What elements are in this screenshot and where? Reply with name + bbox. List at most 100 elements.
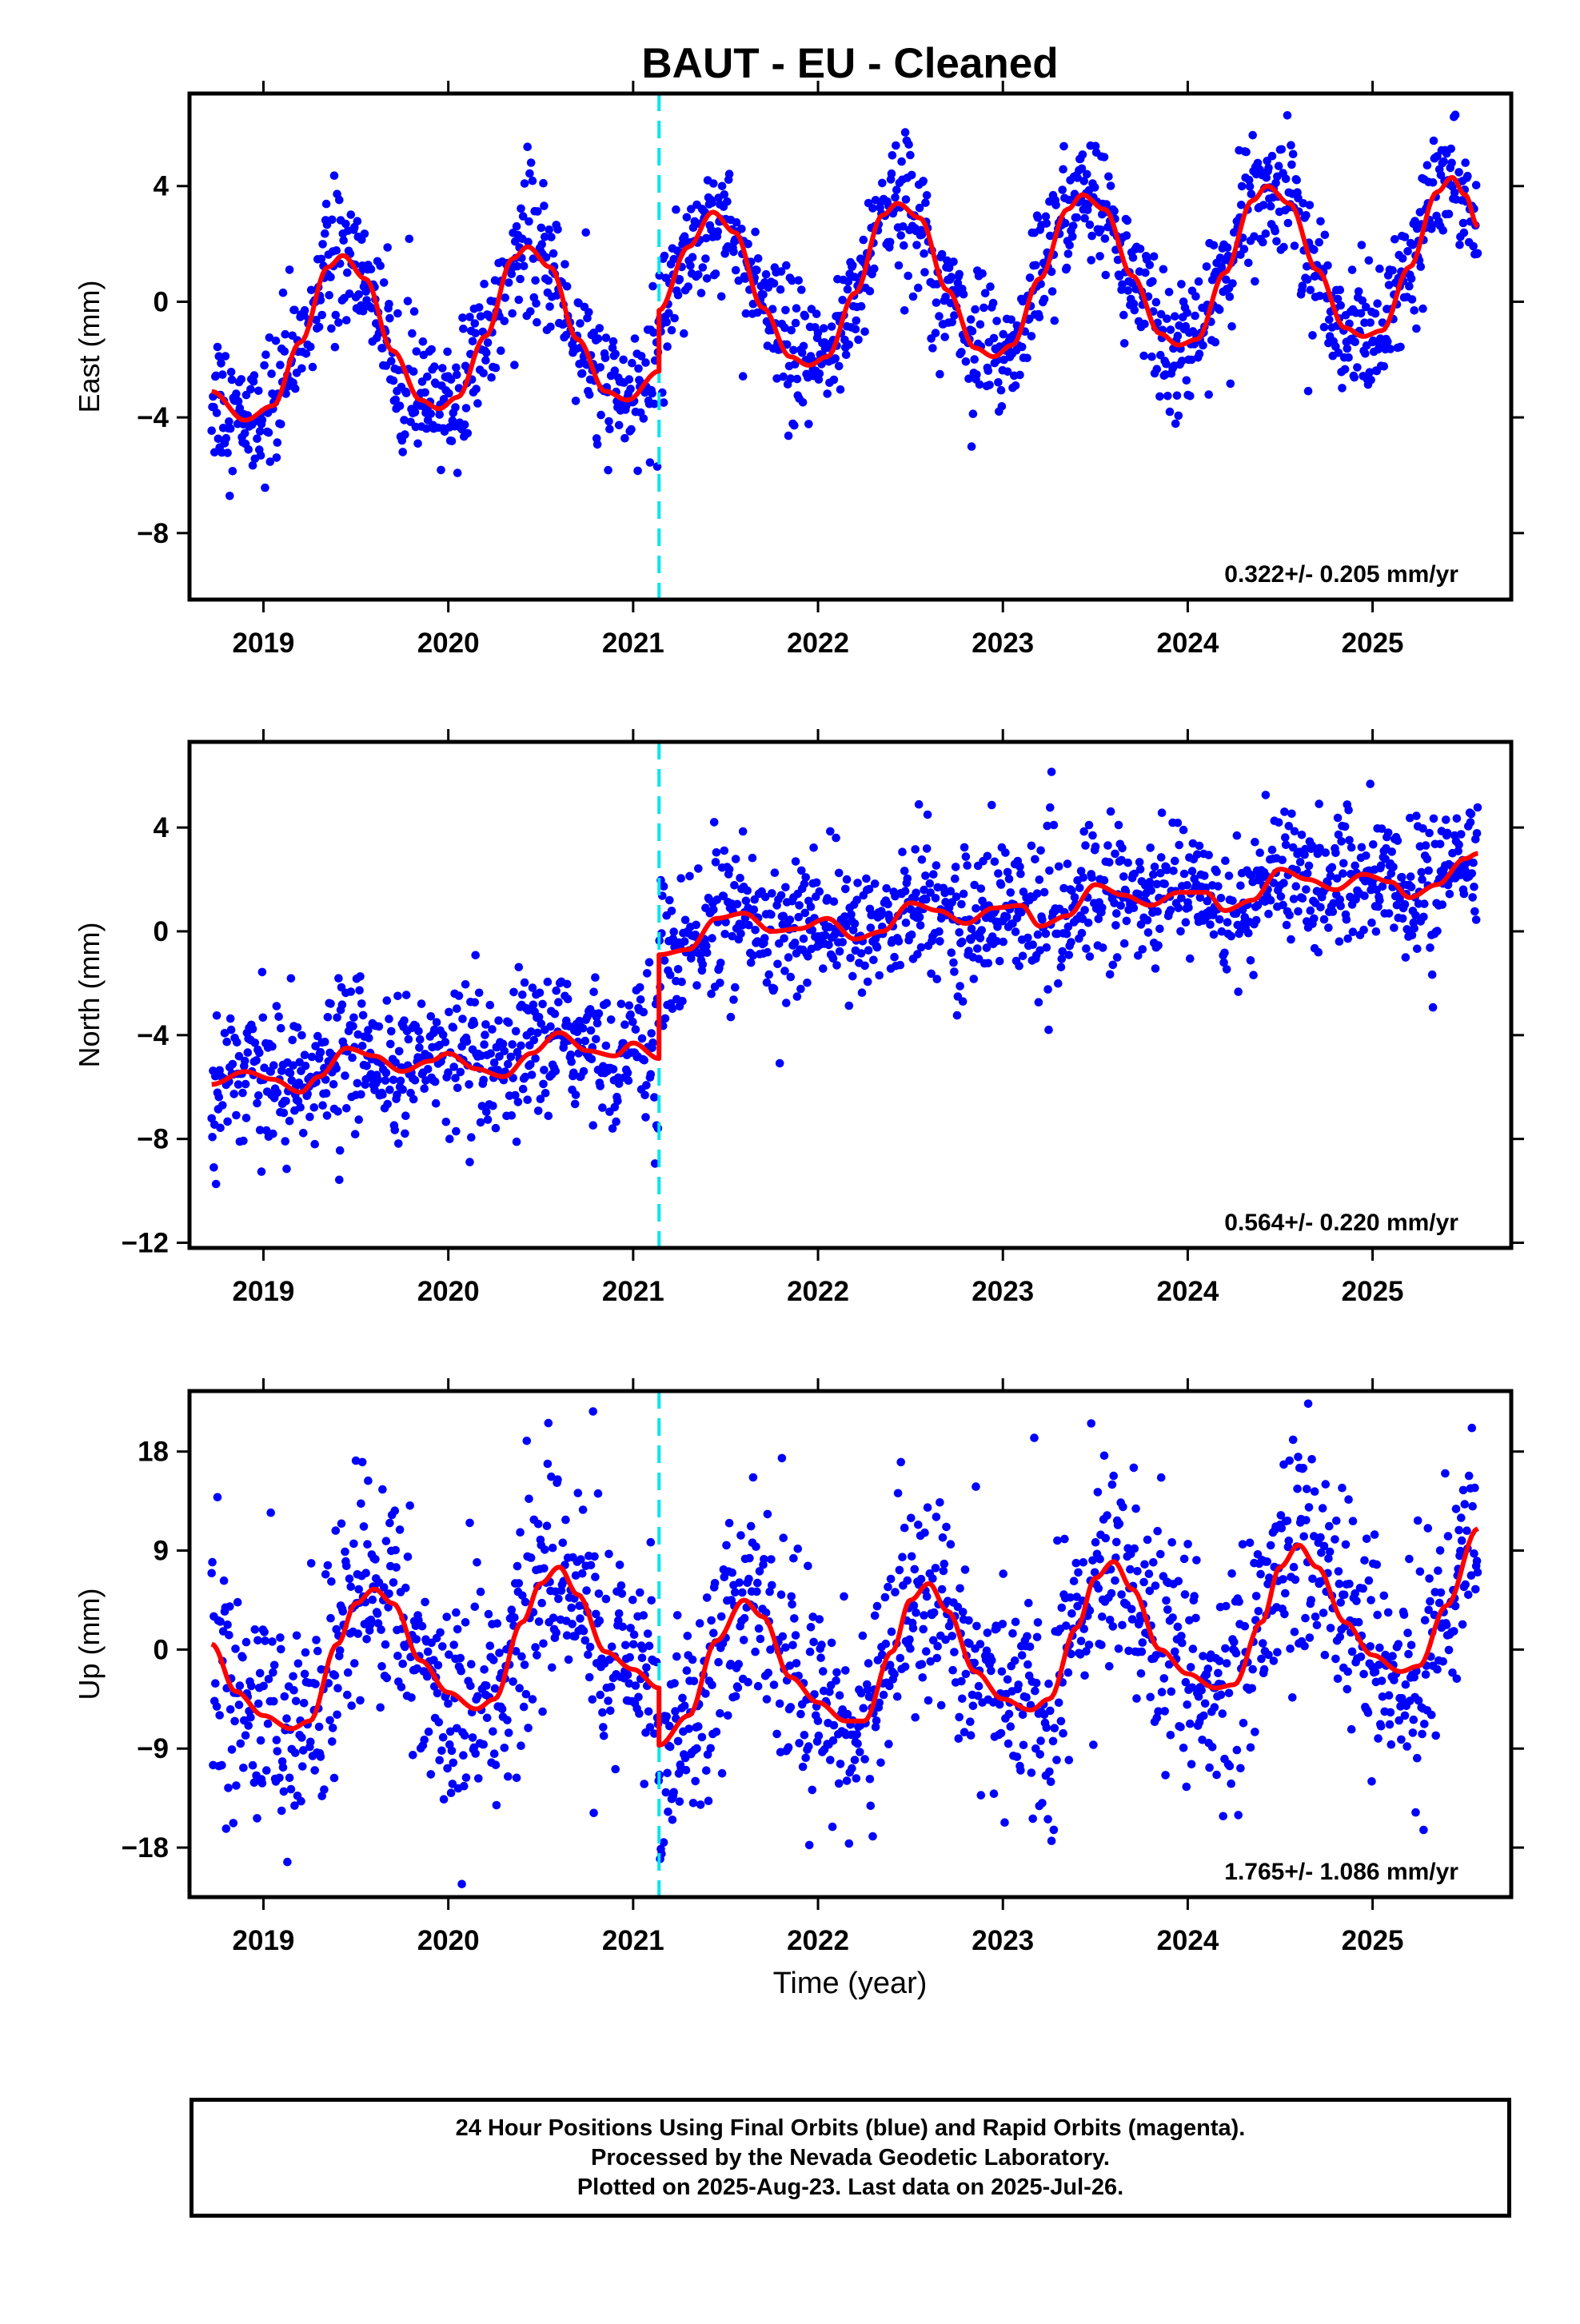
data-point xyxy=(896,231,905,240)
x-tick-label: 2025 xyxy=(1342,628,1404,659)
data-point xyxy=(729,247,738,257)
data-point xyxy=(776,1590,786,1599)
data-point xyxy=(1030,1433,1039,1442)
data-point xyxy=(1454,168,1463,177)
data-point xyxy=(373,1075,383,1084)
data-point xyxy=(665,1721,674,1731)
data-point xyxy=(1431,1731,1440,1740)
data-point xyxy=(225,417,233,426)
data-point xyxy=(1362,851,1371,860)
data-point xyxy=(762,978,772,987)
data-point xyxy=(1010,1656,1019,1665)
data-point xyxy=(767,910,776,919)
data-point xyxy=(968,409,978,418)
data-point xyxy=(385,313,394,323)
data-point xyxy=(784,1743,793,1752)
data-point xyxy=(394,1139,403,1148)
data-point xyxy=(923,810,932,819)
data-point xyxy=(1308,331,1317,340)
data-point xyxy=(275,1773,284,1783)
data-point xyxy=(644,958,654,967)
data-point xyxy=(999,937,1007,947)
data-point xyxy=(900,128,910,137)
data-point xyxy=(1130,869,1139,879)
data-point xyxy=(1042,1723,1051,1732)
data-point xyxy=(1217,263,1227,272)
data-point xyxy=(1151,964,1160,973)
x-tick-label: 2024 xyxy=(1156,1925,1219,1956)
data-point xyxy=(813,1716,823,1725)
data-point xyxy=(1293,1485,1302,1493)
data-point xyxy=(731,983,740,992)
data-point xyxy=(320,1785,329,1794)
data-point xyxy=(1127,1615,1137,1624)
data-point xyxy=(751,926,760,935)
data-point xyxy=(585,308,593,317)
data-point xyxy=(949,257,958,266)
data-point xyxy=(1339,869,1347,878)
data-point xyxy=(775,1058,784,1068)
data-point xyxy=(241,1637,251,1647)
data-point xyxy=(1017,342,1027,352)
data-point xyxy=(1236,1764,1245,1773)
y-tick-label: 4 xyxy=(154,171,170,202)
data-point xyxy=(1274,161,1283,170)
data-point xyxy=(261,350,270,360)
data-point xyxy=(1285,1456,1294,1465)
data-point xyxy=(1422,855,1432,863)
data-point xyxy=(386,1039,395,1049)
data-point xyxy=(1406,813,1414,823)
data-point xyxy=(1163,865,1171,875)
data-point xyxy=(978,269,987,278)
data-point xyxy=(776,267,786,276)
data-point xyxy=(682,1666,692,1675)
data-point xyxy=(1228,896,1237,905)
data-point xyxy=(414,1026,423,1036)
data-point xyxy=(1172,391,1182,401)
data-point xyxy=(1357,843,1367,852)
data-point xyxy=(255,1048,264,1058)
data-point xyxy=(225,1705,235,1714)
data-point xyxy=(537,1019,546,1028)
data-point xyxy=(1200,871,1209,880)
data-point xyxy=(223,448,232,457)
data-point xyxy=(741,309,751,318)
data-point xyxy=(533,1028,542,1038)
data-point xyxy=(378,1090,387,1099)
data-point xyxy=(446,375,456,385)
data-point xyxy=(1052,1756,1061,1764)
data-point xyxy=(1050,1724,1059,1732)
data-point xyxy=(1271,226,1279,236)
data-point xyxy=(692,920,700,930)
data-point xyxy=(396,1076,405,1086)
data-point xyxy=(686,261,695,270)
data-point xyxy=(1410,924,1418,933)
data-point xyxy=(1332,1517,1341,1525)
data-point xyxy=(907,1552,916,1561)
data-point xyxy=(745,1553,754,1563)
data-point xyxy=(362,1635,371,1644)
data-point xyxy=(476,1118,485,1127)
data-point xyxy=(343,1668,353,1677)
data-point xyxy=(859,1704,868,1712)
data-point xyxy=(798,398,808,407)
data-point xyxy=(218,1101,227,1110)
data-point xyxy=(826,827,835,836)
data-point xyxy=(228,467,237,476)
data-point xyxy=(426,1012,436,1021)
data-point xyxy=(1354,1617,1363,1627)
data-point xyxy=(976,1791,986,1800)
data-point xyxy=(935,312,944,321)
data-point xyxy=(1299,1464,1308,1473)
data-point xyxy=(1076,1636,1086,1645)
data-point xyxy=(512,221,521,231)
data-point xyxy=(461,1618,470,1627)
data-point xyxy=(702,233,711,243)
data-point xyxy=(1410,306,1418,315)
data-point xyxy=(330,1671,340,1680)
data-point xyxy=(534,1012,544,1022)
data-point xyxy=(521,1597,530,1607)
data-point xyxy=(335,1175,344,1185)
data-point xyxy=(412,347,421,356)
data-point xyxy=(953,278,963,288)
